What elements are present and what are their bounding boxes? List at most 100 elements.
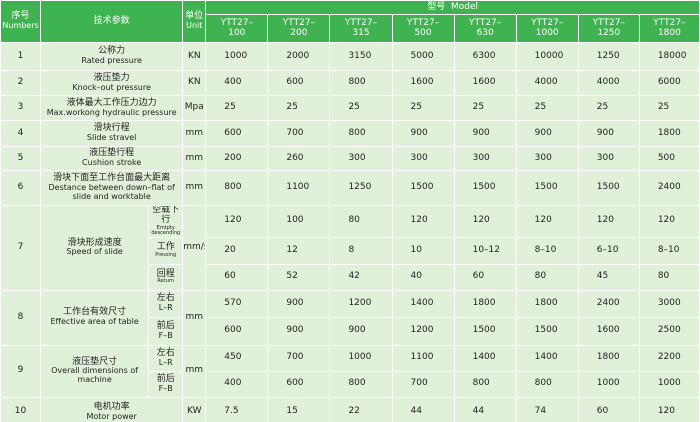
value-cell: 4000	[515, 70, 579, 96]
value-cell: 300	[453, 146, 517, 171]
value-text: 120	[657, 215, 676, 226]
table-row: 回程 Return 60 52 42 40 60 80 45 80	[1, 263, 700, 291]
value-text: 120	[410, 215, 428, 226]
model-name: YTT27–630	[468, 17, 502, 38]
value-cell: 25	[267, 95, 331, 121]
table-row: 2 液压垫力 Knock–out pressure KN 400 600 800 1600 16…	[0, 70, 700, 96]
header-text: 单位	[185, 11, 204, 22]
header-text: 序号	[11, 11, 30, 22]
value-text: 10–12	[472, 244, 500, 255]
model-header: YTT27–1250	[577, 14, 640, 43]
param-en: Max.workong hydraulic pressure	[46, 107, 177, 117]
header-cell: 单位 Unit	[182, 0, 207, 43]
value-cell: 5000	[391, 42, 455, 71]
sub-param-en: Pressing	[155, 251, 177, 258]
value-text: 800	[534, 378, 552, 389]
value-cell: 80	[638, 263, 700, 291]
table-row: 工作 Pressing 20 12 8 10 10–12 8–10 6–10 8–10	[1, 236, 700, 265]
param-cell: 液压垫行程 Cushion stroke	[40, 146, 184, 171]
value-cell: 900	[391, 120, 455, 147]
value-cell: 1400	[391, 289, 455, 318]
value-text: 10	[410, 244, 422, 255]
param-en: Rated pressure	[81, 56, 142, 66]
value-text: 600	[224, 325, 242, 336]
value-cell: 100	[267, 205, 331, 238]
value-cell: 1500	[453, 316, 517, 346]
value-text: 1500	[410, 182, 434, 193]
value-text: 120	[657, 406, 676, 417]
value-text: 800	[472, 378, 490, 389]
value-text: 600	[286, 77, 304, 88]
model-name: YTT27–1000	[531, 17, 564, 38]
table-row: 7 滑块形成速度 Speed of slide 空载下行 Emtpty descendi…	[0, 205, 700, 291]
value-text: 2400	[657, 182, 681, 193]
value-text: 120	[472, 215, 490, 226]
unit-cell: mm	[182, 344, 207, 398]
value-cell: 500	[638, 146, 700, 171]
model-header: YTT27–315	[329, 14, 393, 43]
sub-param-cell: 左右 L–R	[148, 344, 184, 372]
value-cell: 120	[638, 396, 700, 422]
value-cell: 7.5	[205, 396, 269, 422]
value-text: 900	[596, 127, 614, 138]
unit-text: mm	[185, 311, 204, 322]
value-text: 1800	[596, 352, 620, 363]
value-cell: 1000	[577, 370, 640, 398]
value-cell: 120	[577, 205, 640, 238]
param-zh: 电机功率	[93, 401, 130, 412]
value-cell: 45	[577, 263, 640, 291]
value-cell: 300	[577, 146, 640, 171]
value-cell: 52	[267, 263, 331, 291]
value-text: 570	[224, 297, 242, 308]
row-number: 1	[0, 42, 42, 71]
value-cell: 8	[329, 236, 393, 265]
value-cell: 120	[515, 205, 579, 238]
value-cell: 120	[391, 205, 455, 238]
value-cell: 1100	[267, 170, 331, 206]
value-text: 52	[286, 271, 298, 282]
param-cell: 液压垫尺寸 Overall dimensions of machine	[40, 344, 150, 398]
table-row: 6 滑块下面至工作台面最大距离 Destance between down–flat…	[0, 170, 700, 206]
value-cell: 400	[205, 70, 269, 96]
unit-text: Mpa	[184, 102, 204, 113]
value-cell: 1400	[453, 344, 517, 372]
value-text: 20	[224, 244, 236, 255]
value-text: 44	[410, 406, 422, 417]
value-text: 300	[410, 152, 428, 163]
model-header: YTT27–200	[267, 14, 331, 43]
value-text: 1100	[286, 182, 310, 193]
sub-param-cell: 工作 Pressing	[148, 236, 184, 265]
param-zh: 滑块行程	[93, 123, 130, 134]
model-header: YTT27–1000	[515, 14, 579, 43]
unit-text: mm	[185, 127, 204, 138]
value-cell: 300	[515, 146, 579, 171]
param-en: Motor power	[86, 411, 137, 421]
row-number: 6	[0, 170, 42, 206]
model-name: YTT27–1800	[653, 17, 686, 38]
value-cell: 1500	[515, 316, 579, 346]
value-text: 800	[348, 127, 366, 138]
row-number-text: 3	[17, 102, 24, 113]
param-zh: 滑块形成速度	[67, 237, 122, 248]
value-text: 1200	[410, 325, 434, 336]
value-cell: 1600	[391, 70, 455, 96]
model-name: YTT27–200	[282, 17, 316, 38]
sub-param-en: L–R	[158, 357, 173, 367]
value-text: 300	[472, 152, 490, 163]
row-number-text: 10	[14, 406, 27, 417]
row-number-text: 5	[17, 152, 24, 163]
value-cell: 1600	[453, 70, 517, 96]
value-text: 1000	[224, 50, 248, 61]
value-text: 900	[348, 325, 366, 336]
row-number: 5	[0, 146, 42, 171]
value-text: 300	[534, 152, 552, 163]
value-text: 80	[348, 215, 360, 226]
value-text: 1500	[534, 325, 558, 336]
value-cell: 1500	[515, 170, 579, 206]
value-text: 44	[472, 406, 485, 417]
table-row: 1 公称力 Rated pressure KN 1000 2000 3150 5000 6300…	[0, 42, 700, 71]
value-cell: 800	[515, 370, 579, 398]
value-text: 600	[286, 378, 304, 389]
param-zh: 液体最大工作压力边力	[66, 97, 157, 108]
param-zh: 液压垫尺寸	[72, 356, 118, 367]
